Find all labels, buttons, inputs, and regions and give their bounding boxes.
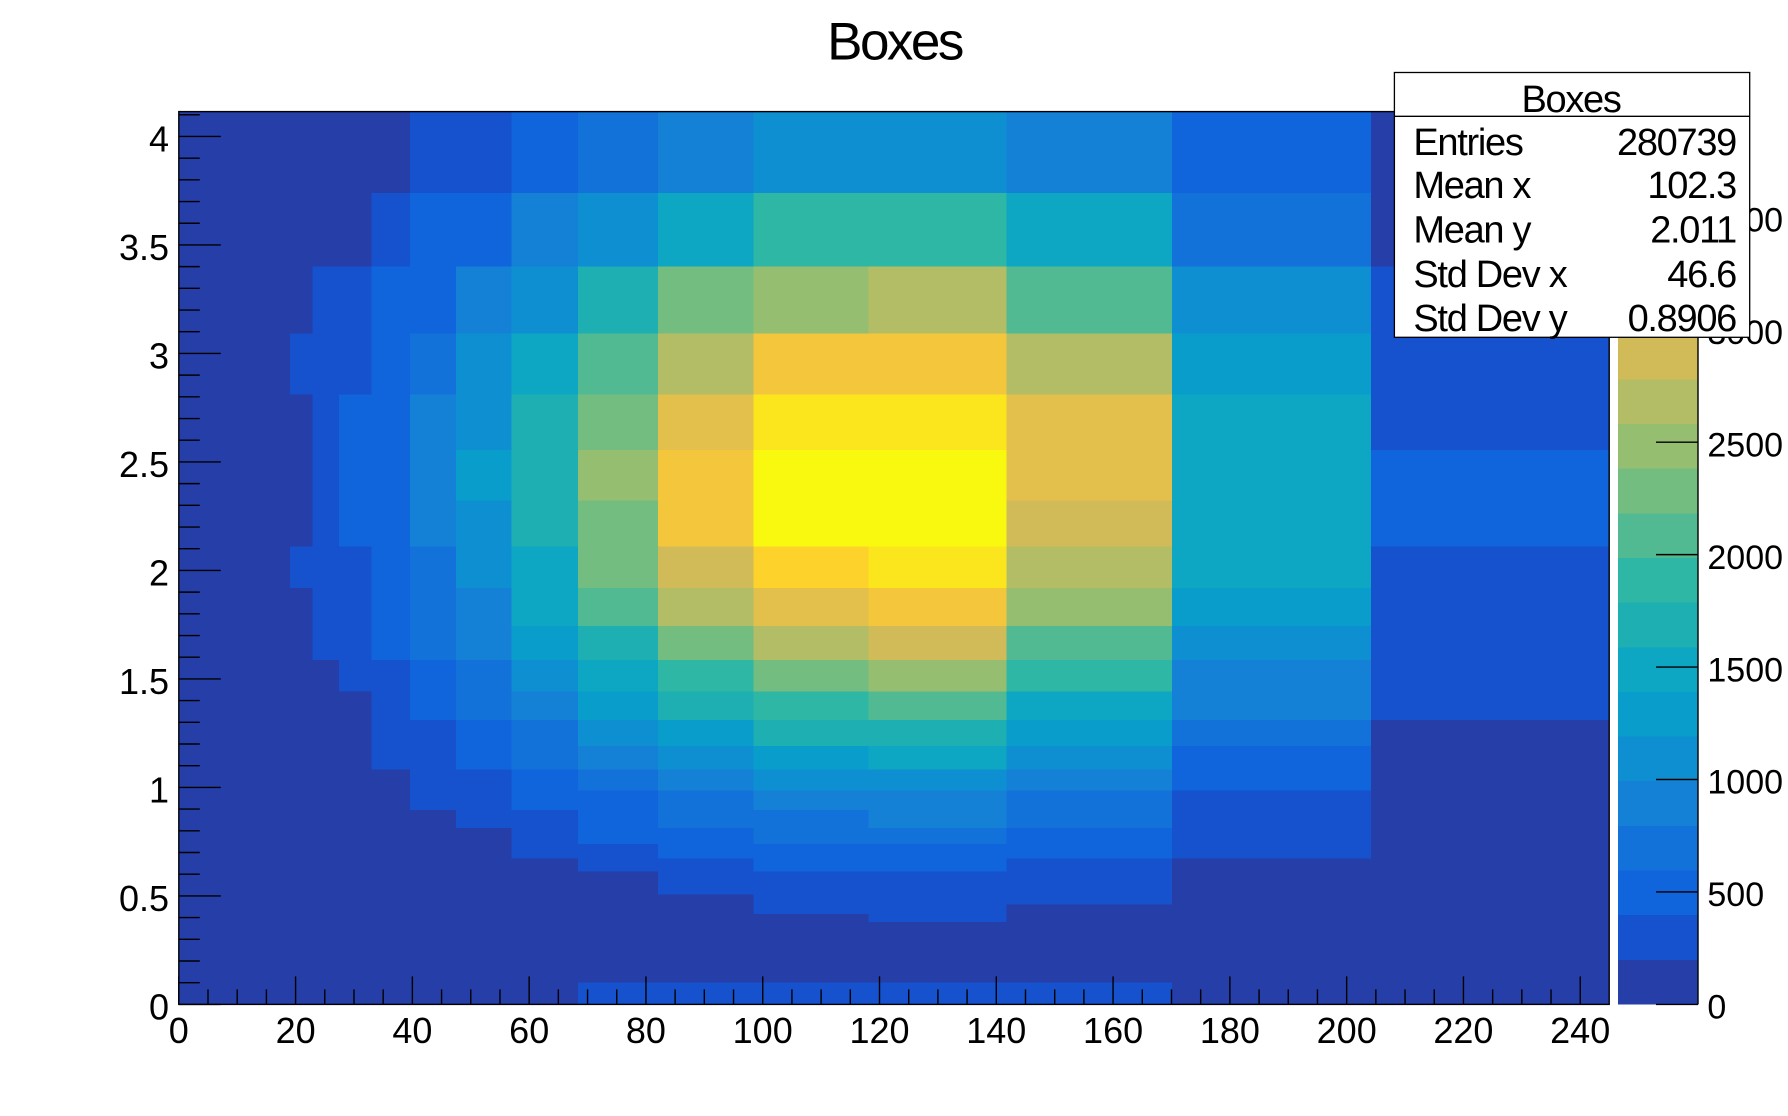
svg-text:3: 3 xyxy=(149,335,169,376)
svg-text:80: 80 xyxy=(626,1010,666,1051)
svg-text:60: 60 xyxy=(509,1010,549,1051)
svg-text:180: 180 xyxy=(1200,1010,1260,1051)
svg-text:0: 0 xyxy=(1707,989,1726,1027)
svg-text:Std Dev x: Std Dev x xyxy=(1413,254,1567,296)
svg-text:46.6: 46.6 xyxy=(1667,254,1736,296)
svg-text:Entries: Entries xyxy=(1413,122,1522,164)
svg-text:0: 0 xyxy=(149,986,169,1027)
svg-text:20: 20 xyxy=(276,1010,316,1051)
svg-text:2: 2 xyxy=(149,552,169,593)
svg-text:120: 120 xyxy=(849,1010,909,1051)
svg-text:2.011: 2.011 xyxy=(1650,209,1736,251)
svg-text:280739: 280739 xyxy=(1617,122,1736,164)
svg-text:200: 200 xyxy=(1317,1010,1377,1051)
svg-text:100: 100 xyxy=(733,1010,793,1051)
svg-text:3.5: 3.5 xyxy=(119,227,169,268)
svg-text:Std Dev y: Std Dev y xyxy=(1413,298,1567,340)
svg-text:0.5: 0.5 xyxy=(119,878,169,919)
svg-text:1.5: 1.5 xyxy=(119,661,169,702)
svg-text:40: 40 xyxy=(392,1010,432,1051)
svg-text:2000: 2000 xyxy=(1707,539,1783,577)
svg-text:Boxes: Boxes xyxy=(827,13,963,72)
svg-text:1500: 1500 xyxy=(1707,651,1783,689)
svg-text:4: 4 xyxy=(149,118,169,159)
svg-text:0: 0 xyxy=(169,1010,189,1051)
svg-text:Boxes: Boxes xyxy=(1521,79,1620,121)
svg-text:1: 1 xyxy=(149,769,169,810)
svg-text:Mean x: Mean x xyxy=(1413,165,1531,207)
svg-text:2.5: 2.5 xyxy=(119,444,169,485)
svg-text:240: 240 xyxy=(1550,1010,1610,1051)
svg-text:500: 500 xyxy=(1707,876,1764,914)
svg-text:160: 160 xyxy=(1083,1010,1143,1051)
svg-text:2500: 2500 xyxy=(1707,426,1783,464)
svg-text:102.3: 102.3 xyxy=(1647,165,1736,207)
svg-text:1000: 1000 xyxy=(1707,764,1783,802)
svg-text:Mean y: Mean y xyxy=(1413,209,1531,251)
svg-text:0.8906: 0.8906 xyxy=(1628,298,1737,340)
svg-text:220: 220 xyxy=(1433,1010,1493,1051)
svg-text:140: 140 xyxy=(966,1010,1026,1051)
